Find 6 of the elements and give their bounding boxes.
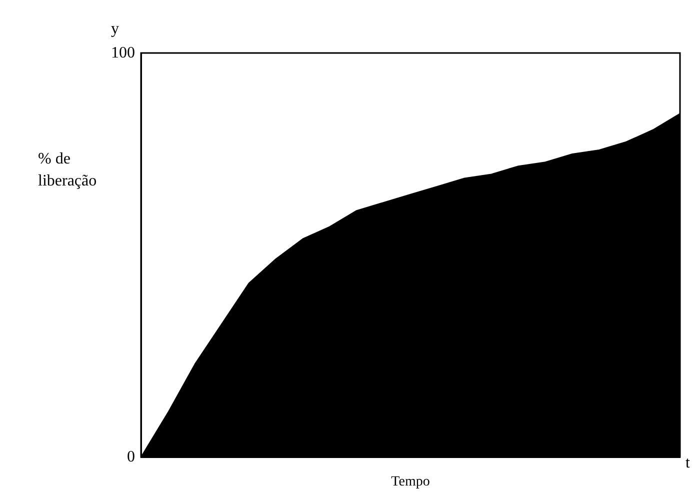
y-axis-title: % de liberação bbox=[38, 150, 97, 190]
y-tick-label: 0 bbox=[127, 448, 135, 466]
x-axis-title: Tempo bbox=[391, 474, 430, 490]
text: y bbox=[111, 20, 119, 38]
text: t bbox=[686, 454, 691, 472]
y-tick-label: 100 bbox=[111, 44, 135, 62]
